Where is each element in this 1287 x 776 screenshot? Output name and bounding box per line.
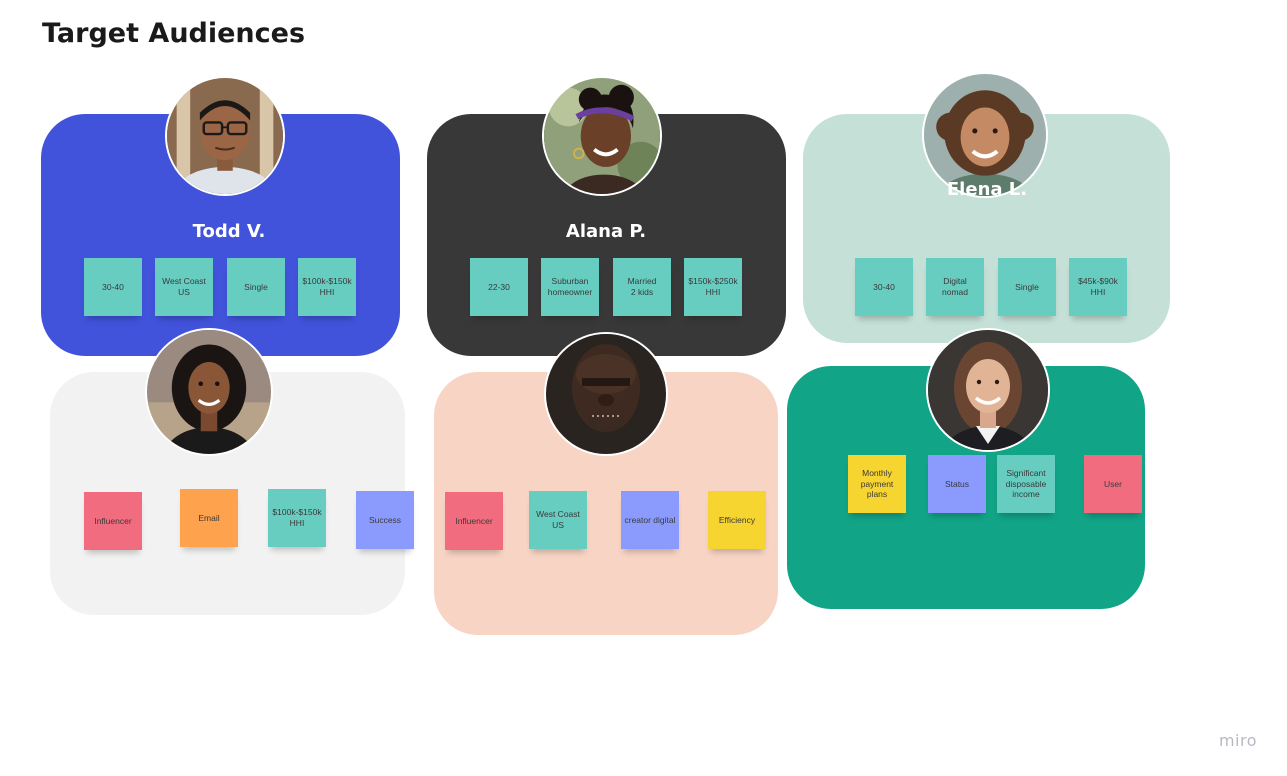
sticky-note[interactable]: $100k-$150k HHI [268,489,326,547]
persona-name-todd: Todd V. [192,221,266,242]
sticky-note[interactable]: User [1084,455,1142,513]
sticky-note[interactable]: $150k-$250k HHI [684,258,742,316]
sticky-note[interactable]: Status [928,455,986,513]
persona-name-elena: Elena L. [946,179,1028,200]
sticky-note[interactable]: Suburban homeowner [541,258,599,316]
sticky-note[interactable]: Digital nomad [926,258,984,316]
sticky-note[interactable]: $100k-$150k HHI [298,258,356,316]
sticky-note[interactable]: Significant disposable income [997,455,1055,513]
person-photo-icon[interactable] [145,328,273,456]
person-photo-icon[interactable] [542,76,662,196]
person-photo-icon[interactable] [165,76,285,196]
sticky-note[interactable]: Married 2 kids [613,258,671,316]
sticky-note[interactable]: 30-40 [855,258,913,316]
sticky-note[interactable]: $45k-$90k HHI [1069,258,1127,316]
sticky-note[interactable]: Monthly payment plans [848,455,906,513]
person-photo-icon[interactable] [922,72,1048,198]
persona-name-alana: Alana P. [565,221,647,242]
sticky-note[interactable]: Success [356,491,414,549]
sticky-note[interactable]: creator digital [621,491,679,549]
miro-logo: miro [1218,731,1257,750]
person-photo-icon[interactable] [544,332,668,456]
sticky-note[interactable]: Efficiency [708,491,766,549]
sticky-note[interactable]: West Coast US [529,491,587,549]
sticky-note[interactable]: 22-30 [470,258,528,316]
sticky-note[interactable]: Influencer [84,492,142,550]
sticky-note[interactable]: West Coast US [155,258,213,316]
sticky-note[interactable]: Email [180,489,238,547]
sticky-note[interactable]: Single [227,258,285,316]
sticky-note[interactable]: Influencer [445,492,503,550]
person-photo-icon[interactable] [926,328,1050,452]
board-title: Target Audiences [42,18,306,49]
sticky-note[interactable]: 30-40 [84,258,142,316]
sticky-note[interactable]: Single [998,258,1056,316]
